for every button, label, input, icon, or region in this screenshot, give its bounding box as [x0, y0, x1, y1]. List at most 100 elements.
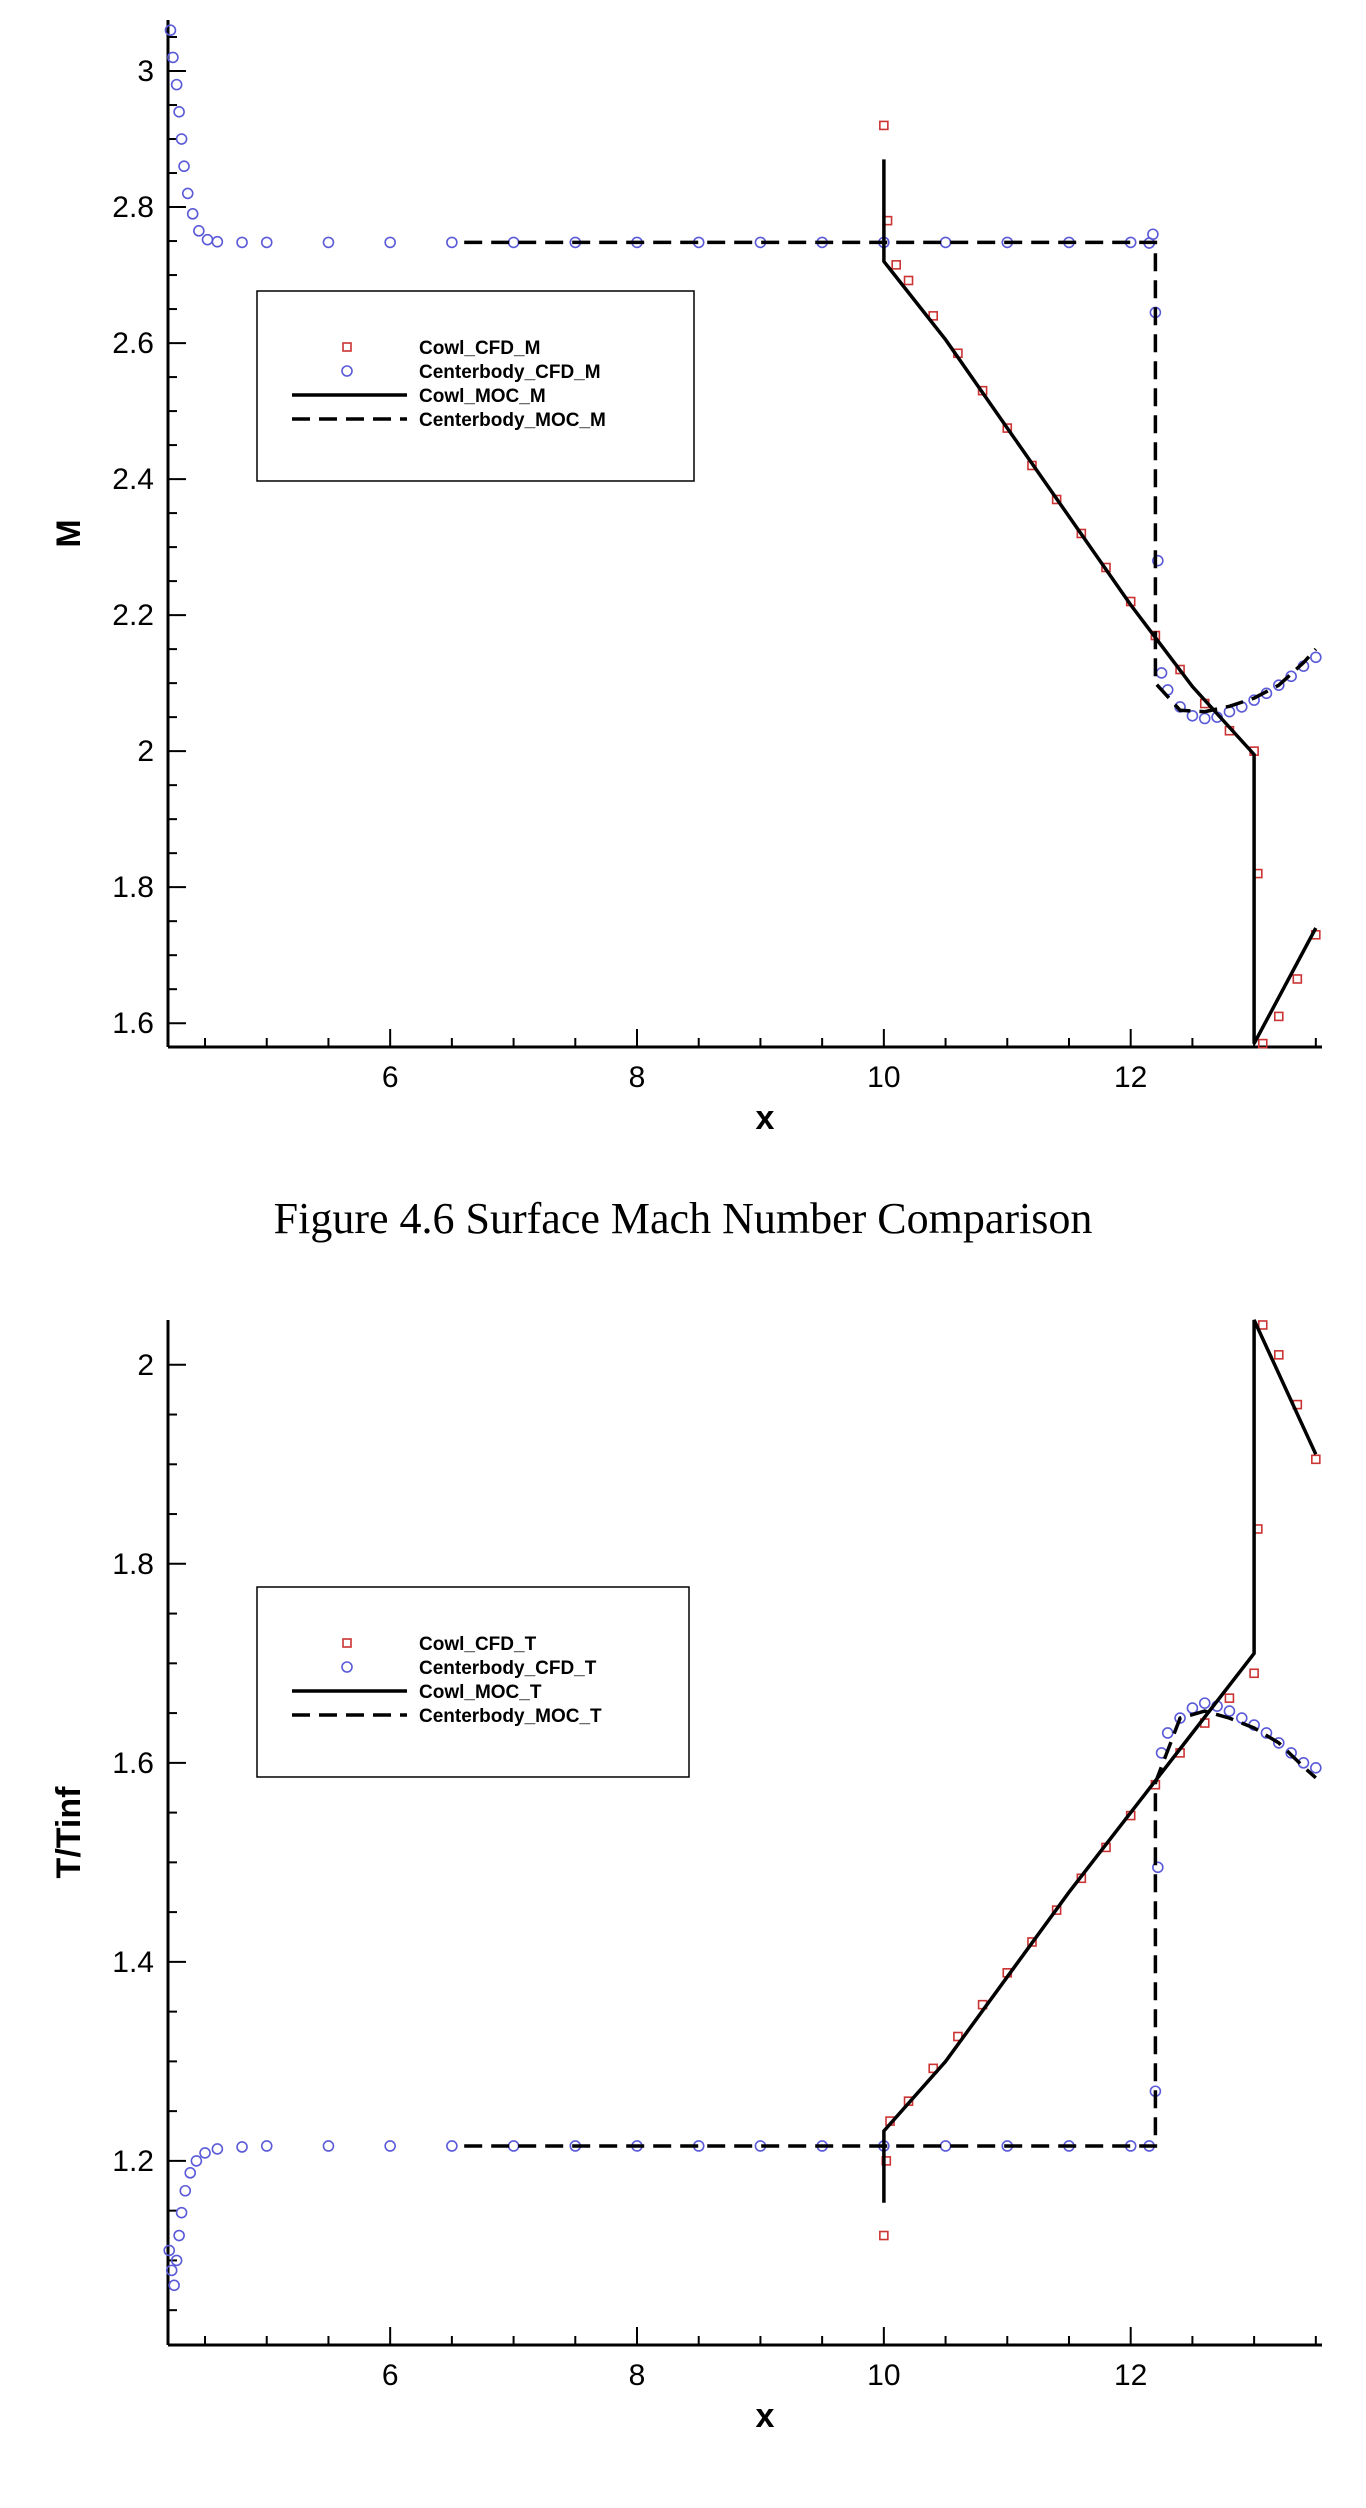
y-tick-label: 2.2: [112, 599, 154, 632]
x-tick-label: 10: [867, 1061, 900, 1094]
data-point: [1311, 1454, 1321, 1465]
data-point: [190, 2155, 203, 2167]
series-Centerbody_MOC_T: [464, 1709, 1317, 2148]
data-point: [1223, 1705, 1236, 1717]
data-point: [1051, 494, 1062, 505]
data-point: [1260, 1727, 1273, 1739]
data-point: [184, 2167, 197, 2179]
series-Centerbody_CFD_T: [163, 1697, 1322, 2292]
data-point: [1152, 554, 1164, 567]
series-line: [464, 1709, 1317, 2148]
series-Cowl_MOC_M: [882, 159, 1318, 1045]
chart-1: 6 8 10 12 1.6 1.8 2 2.2 2.4 2.6 2.8 3 x M Cowl_CFD_M Ce…: [50, 20, 1322, 1137]
data-point: [507, 2140, 520, 2152]
data-point: [167, 51, 179, 64]
data-point: [1257, 1038, 1268, 1049]
legend-label: Centerbody_MOC_T: [419, 1706, 602, 1727]
data-point: [1198, 712, 1211, 725]
y-tick-label: 1.6: [112, 1747, 154, 1780]
y-tick-label: 2.4: [112, 463, 154, 496]
data-point: [178, 160, 190, 173]
data-point: [928, 311, 939, 321]
data-point: [193, 225, 205, 237]
y-tick-label: 2: [137, 1349, 154, 1382]
data-point: [891, 260, 901, 270]
y-tick-label: 1.8: [112, 871, 154, 904]
data-point: [1292, 974, 1303, 984]
data-point: [260, 2140, 273, 2152]
data-point: [446, 236, 458, 249]
data-point: [201, 233, 214, 246]
data-point: [1152, 1861, 1164, 1874]
data-point: [446, 2140, 458, 2152]
data-point: [1235, 1712, 1248, 1724]
data-point: [1186, 709, 1199, 722]
y-tick-label: 1.4: [112, 1946, 154, 1979]
data-point: [1310, 1762, 1322, 1774]
legend-label: Cowl_CFD_M: [419, 338, 540, 359]
legend-marker: [342, 1638, 352, 1648]
y-tick-label: 1.6: [112, 1007, 154, 1040]
data-point: [1273, 1737, 1285, 1749]
data-point: [173, 106, 185, 118]
data-point: [1285, 1747, 1297, 1759]
x-tick-label: 6: [382, 1061, 399, 1094]
data-point: [260, 236, 273, 249]
legend-box: [256, 290, 695, 482]
y-tick-label: 2.8: [112, 191, 154, 224]
data-point: [939, 236, 952, 249]
data-point: [1274, 1350, 1284, 1360]
data-point: [173, 2229, 185, 2242]
data-point: [179, 2184, 192, 2197]
data-point: [1224, 1693, 1235, 1703]
data-point: [236, 2141, 248, 2153]
data-point: [163, 2244, 176, 2257]
x-axis-label: x: [756, 1099, 775, 1137]
data-point: [1273, 679, 1285, 691]
data-point: [164, 24, 177, 37]
x-axis-label: x: [756, 2397, 775, 2435]
y-tick-label: 3: [137, 55, 154, 88]
data-point: [1198, 1697, 1211, 1709]
data-point: [211, 235, 224, 248]
legend: Cowl_CFD_M Centerbody_CFD_M Cowl_MOC_M Cent…: [256, 290, 695, 482]
series-line: [882, 159, 1318, 1045]
data-point: [1147, 228, 1159, 241]
x-tick-label: 6: [382, 2359, 399, 2392]
series-line: [464, 240, 1318, 714]
data-point: [175, 2206, 188, 2219]
data-point: [903, 275, 914, 286]
data-point: [1027, 1937, 1037, 1947]
legend-label: Cowl_MOC_M: [419, 386, 546, 407]
y-tick-label: 2.6: [112, 327, 154, 360]
legend-label: Centerbody_MOC_M: [419, 410, 606, 431]
y-tick-label: 1.8: [112, 1548, 154, 1581]
data-point: [181, 187, 194, 200]
legend-label: Centerbody_CFD_M: [419, 362, 601, 383]
data-point: [384, 236, 396, 249]
y-tick-label: 2: [137, 735, 154, 768]
data-point: [1051, 1905, 1062, 1915]
data-point: [507, 236, 520, 249]
data-point: [1310, 651, 1322, 664]
x-tick-label: 10: [867, 2359, 900, 2392]
legend-label: Centerbody_CFD_T: [419, 1658, 597, 1679]
data-point: [1161, 1727, 1174, 1739]
legend-marker: [341, 365, 353, 377]
data-point: [1249, 1668, 1259, 1679]
data-point: [236, 236, 248, 249]
data-point: [168, 2279, 180, 2292]
data-point: [1002, 423, 1013, 433]
data-point: [199, 2147, 211, 2159]
data-point: [1175, 664, 1185, 675]
data-point: [879, 120, 889, 131]
legend-marker: [341, 1661, 353, 1673]
data-point: [170, 2254, 183, 2267]
y-axis-label: M: [50, 519, 88, 547]
x-tick-label: 8: [629, 2359, 646, 2392]
data-point: [165, 2264, 178, 2277]
figure-caption: Figure 4.6 Surface Mach Number Compariso…: [273, 1194, 1093, 1243]
data-point: [1248, 694, 1260, 706]
chart-2: 6 8 10 12 1.2 1.4 1.6 1.8 2 x T/Tinf Cowl_CFD_T Cent…: [50, 1319, 1322, 2435]
